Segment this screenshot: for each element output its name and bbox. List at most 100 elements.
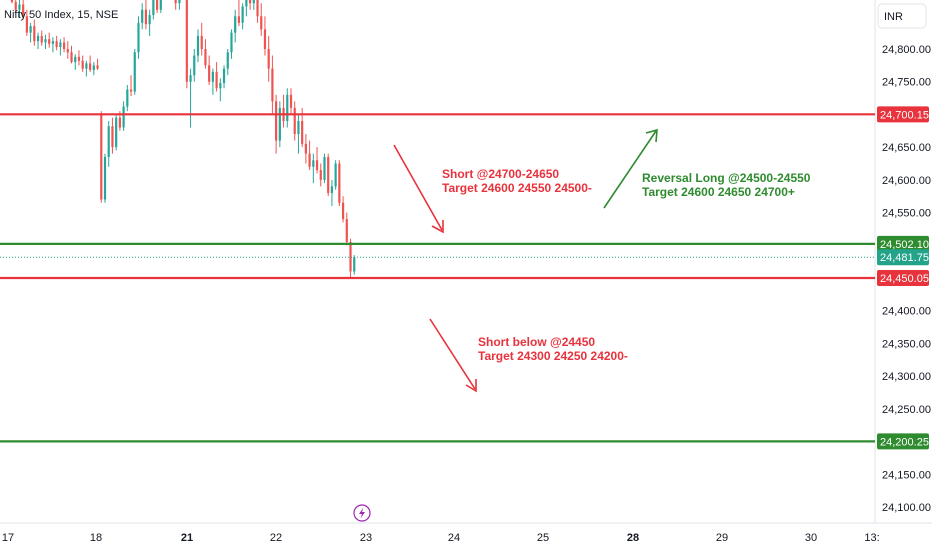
candle: [48, 32, 51, 48]
candle: [70, 45, 73, 64]
x-tick-label: 13:: [864, 532, 879, 544]
candle: [92, 62, 95, 76]
candle: [59, 39, 62, 56]
candle: [29, 22, 32, 43]
candle: [349, 238, 352, 278]
candle: [193, 49, 196, 82]
short-below-annotation-line1: Short below @24450: [478, 335, 595, 349]
x-tick-label: 30: [805, 532, 817, 544]
candle: [155, 0, 159, 14]
y-tick-label: 24,800.00: [882, 44, 931, 56]
candle: [289, 88, 293, 115]
candle: [341, 196, 345, 223]
candle: [152, 0, 155, 20]
y-tick-label: 24,150.00: [882, 469, 931, 481]
y-tick-label: 24,350.00: [882, 338, 931, 350]
candle: [282, 94, 285, 128]
candle: [18, 0, 21, 18]
price-tag-label: 24,450.05: [880, 273, 929, 285]
last-price-tag: [877, 249, 929, 266]
short-below-arrow: [429, 318, 477, 393]
candle: [107, 120, 110, 167]
x-axis-ticks: 17 18 21 22 23 24 25 28 29 30 13:: [2, 532, 880, 544]
candle: [304, 134, 307, 164]
lightning-icon[interactable]: [353, 504, 371, 522]
reversal-long-arrow: [603, 128, 658, 209]
candle: [293, 101, 296, 141]
candle: [275, 94, 278, 154]
candle: [200, 22, 203, 56]
candle: [51, 37, 55, 53]
candle: [55, 35, 58, 51]
candle: [222, 65, 226, 89]
candle: [10, 0, 14, 4]
candle: [77, 50, 81, 66]
candle: [353, 255, 356, 275]
price-tag: [877, 433, 929, 450]
candle: [234, 9, 237, 43]
candle: [85, 60, 88, 77]
candle: [315, 147, 319, 174]
candle: [74, 54, 77, 70]
currency-label: INR: [884, 11, 903, 23]
candle: [208, 55, 211, 85]
candle: [115, 114, 118, 151]
y-tick-label: 24,650.00: [882, 142, 931, 154]
candle: [241, 3, 244, 30]
x-tick-label: 25: [537, 532, 549, 544]
y-tick-label: 24,250.00: [882, 404, 931, 416]
candle: [230, 29, 233, 59]
candle: [330, 179, 334, 207]
candle: [144, 0, 148, 30]
price-tag-label: 24,200.25: [880, 436, 929, 448]
x-tick-label: 18: [90, 532, 102, 544]
candle: [327, 153, 330, 197]
candle: [226, 49, 229, 76]
symbol-title: Nifty 50 Index, 15, NSE: [4, 9, 118, 21]
candle: [159, 0, 162, 14]
candle: [62, 37, 66, 53]
candle: [89, 55, 92, 72]
candle: [345, 212, 348, 246]
candle: [271, 55, 274, 115]
y-tick-label: 24,300.00: [882, 371, 931, 383]
short-arrow: [393, 144, 444, 234]
candle: [14, 0, 17, 14]
candle: [278, 101, 281, 148]
y-tick-label: 24,750.00: [882, 77, 931, 89]
candle: [237, 0, 241, 27]
candle: [36, 32, 40, 49]
candles-layer: [10, 0, 356, 278]
price-tag: [877, 106, 929, 123]
candle: [248, 0, 252, 10]
candle: [185, 0, 188, 89]
candle: [263, 16, 267, 56]
candle: [122, 101, 125, 131]
candle: [81, 55, 84, 72]
price-tag-label: 24,700.15: [880, 109, 929, 121]
y-tick-label: 24,600.00: [882, 175, 931, 187]
price-tag: [877, 269, 929, 286]
candle: [215, 62, 218, 92]
candle: [189, 68, 192, 128]
candle: [252, 0, 255, 10]
currency-box[interactable]: [877, 3, 927, 29]
price-tag-label: 24,502.10: [880, 239, 929, 251]
reversal-annotation-line2: Target 24600 24650 24700+: [642, 185, 795, 199]
y-tick-label: 24,550.00: [882, 208, 931, 220]
candle: [297, 114, 300, 154]
candle: [319, 163, 322, 187]
candle: [96, 58, 99, 70]
x-tick-label: 28: [627, 532, 639, 544]
last-price-label: 24,481.75: [880, 252, 929, 264]
candle: [256, 0, 259, 23]
candle: [219, 78, 222, 102]
candle: [141, 3, 144, 30]
price-tag: [877, 235, 929, 252]
candle: [129, 75, 133, 97]
candle: [260, 3, 263, 36]
candle: [100, 111, 103, 203]
y-tick-label: 24,100.00: [882, 502, 931, 514]
candle: [44, 34, 47, 49]
